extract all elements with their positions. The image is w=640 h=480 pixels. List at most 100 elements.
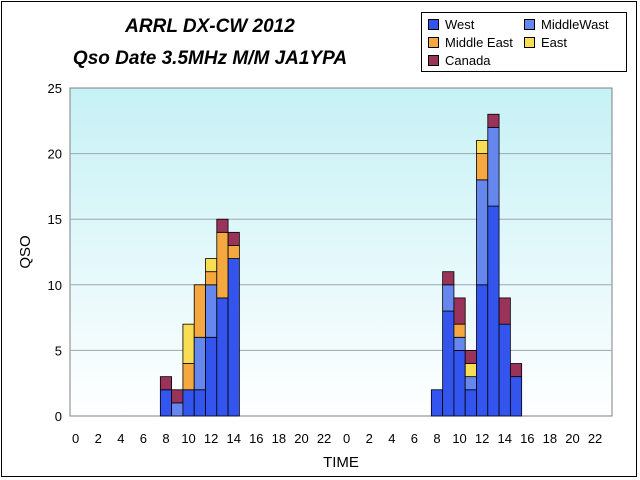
x-tick-labels: 0 2 4 6 8 10 12 14 16 18 20 22 0 2 4 6 8 10 12 14 16 18 20 22 bbox=[72, 431, 602, 446]
x-tick-label: 18 bbox=[543, 431, 557, 446]
x-tick-label: 0 bbox=[343, 431, 350, 446]
bar-segment-canada bbox=[498, 297, 511, 325]
legend-label-west: West bbox=[445, 17, 475, 32]
bar-segment-middlewast bbox=[476, 179, 489, 286]
legend: West MiddleWast Middle East East Canada bbox=[421, 12, 627, 72]
legend-swatch-east bbox=[524, 37, 535, 48]
bar-segment-canada bbox=[227, 231, 240, 246]
x-tick-label: 2 bbox=[95, 431, 102, 446]
bar-segment-west bbox=[227, 258, 240, 417]
legend-label-middle-east: Middle East bbox=[445, 35, 513, 50]
x-tick-label: 12 bbox=[475, 431, 489, 446]
y-tick-label: 0 bbox=[55, 409, 62, 424]
legend-item-east: East bbox=[524, 35, 567, 50]
bar-segment-canada bbox=[171, 389, 184, 404]
legend-swatch-middlewast bbox=[524, 19, 535, 30]
y-tick-labels: 0 5 10 15 20 25 bbox=[48, 81, 62, 424]
y-tick-label: 15 bbox=[48, 212, 62, 227]
bar-segment-middle-east bbox=[216, 231, 229, 299]
bar-segment-canada bbox=[464, 349, 477, 364]
x-tick-label: 18 bbox=[272, 431, 286, 446]
bar-segment-west bbox=[430, 389, 444, 417]
legend-item-middle-east: Middle East bbox=[428, 35, 513, 50]
x-tick-label: 20 bbox=[294, 431, 308, 446]
x-tick-label: 6 bbox=[411, 431, 418, 446]
bar-segment-canada bbox=[159, 376, 173, 391]
x-tick-label: 4 bbox=[117, 431, 124, 446]
bar-segment-middlewast bbox=[487, 126, 500, 207]
x-tick-label: 6 bbox=[140, 431, 147, 446]
bar-segment-canada bbox=[216, 218, 229, 233]
bar-segment-middlewast bbox=[205, 284, 218, 338]
bar-segment-west bbox=[442, 310, 455, 417]
x-tick-label: 10 bbox=[181, 431, 195, 446]
x-tick-label: 4 bbox=[388, 431, 395, 446]
bar-segment-middle-east bbox=[476, 153, 489, 181]
bar-segment-middle-east bbox=[205, 271, 218, 286]
bar-segment-east bbox=[464, 363, 477, 378]
chart-title: ARRL DX-CW 2012 bbox=[125, 16, 295, 37]
bar-segment-west bbox=[464, 389, 477, 417]
x-tick-label: 14 bbox=[226, 431, 240, 446]
bar-segment-middlewast bbox=[442, 284, 455, 312]
bar-segment-middle-east bbox=[182, 363, 195, 391]
x-tick-label: 14 bbox=[497, 431, 511, 446]
bar-segment-middlewast bbox=[453, 336, 466, 351]
y-tick-label: 10 bbox=[48, 278, 62, 293]
x-tick-label: 8 bbox=[162, 431, 169, 446]
legend-item-middlewast: MiddleWast bbox=[524, 17, 608, 32]
y-tick-label: 20 bbox=[48, 147, 62, 162]
x-tick-label: 22 bbox=[317, 431, 331, 446]
bar-segment-west bbox=[498, 323, 511, 417]
bars bbox=[159, 113, 523, 417]
legend-label-east: East bbox=[541, 35, 568, 50]
bar-segment-west bbox=[159, 389, 173, 417]
bar-segment-canada bbox=[509, 363, 523, 378]
bar-segment-middle-east bbox=[193, 284, 206, 338]
chart-subtitle: Qso Date 3.5MHz M/M JA1YPA bbox=[72, 48, 348, 69]
legend-item-canada: Canada bbox=[428, 53, 491, 68]
bar-segment-east bbox=[476, 140, 489, 154]
bar-segment-west bbox=[216, 297, 229, 417]
bar-segment-middlewast bbox=[193, 336, 206, 391]
legend-item-west: West bbox=[428, 17, 474, 32]
bar-segment-canada bbox=[442, 271, 455, 286]
y-axis-label: QSO bbox=[17, 235, 34, 268]
legend-swatch-middle-east bbox=[428, 37, 439, 48]
x-tick-label: 10 bbox=[452, 431, 466, 446]
bar-segment-west bbox=[476, 284, 489, 417]
bar-segment-middle-east bbox=[227, 245, 240, 259]
x-tick-label: 8 bbox=[433, 431, 440, 446]
y-tick-label: 5 bbox=[55, 343, 62, 358]
legend-label-middlewast: MiddleWast bbox=[541, 17, 609, 32]
legend-swatch-west bbox=[428, 19, 439, 30]
x-tick-label: 0 bbox=[72, 431, 79, 446]
x-tick-label: 12 bbox=[204, 431, 218, 446]
x-tick-label: 20 bbox=[565, 431, 579, 446]
x-tick-label: 16 bbox=[249, 431, 263, 446]
legend-swatch-canada bbox=[428, 55, 439, 66]
bar-segment-middlewast bbox=[171, 402, 184, 417]
bar-segment-middlewast bbox=[464, 376, 477, 391]
bar-segment-west bbox=[487, 205, 500, 417]
bar-segment-west bbox=[509, 376, 523, 417]
bar-segment-west bbox=[193, 389, 206, 417]
bar-segment-middle-east bbox=[453, 323, 466, 338]
x-axis-label: TIME bbox=[323, 454, 359, 471]
bar-segment-west bbox=[205, 336, 218, 417]
bar-segment-west bbox=[182, 389, 195, 417]
bar-segment-east bbox=[182, 323, 195, 364]
legend-label-canada: Canada bbox=[445, 53, 491, 68]
bar-segment-east bbox=[205, 258, 218, 273]
x-tick-label: 2 bbox=[366, 431, 373, 446]
bar-segment-canada bbox=[453, 297, 466, 325]
x-tick-label: 22 bbox=[588, 431, 602, 446]
bar-segment-west bbox=[453, 349, 466, 417]
bar-segment-canada bbox=[487, 113, 500, 128]
gridlines bbox=[70, 153, 612, 351]
x-tick-label: 16 bbox=[520, 431, 534, 446]
plot-area bbox=[69, 87, 613, 417]
y-tick-label: 25 bbox=[48, 81, 62, 96]
